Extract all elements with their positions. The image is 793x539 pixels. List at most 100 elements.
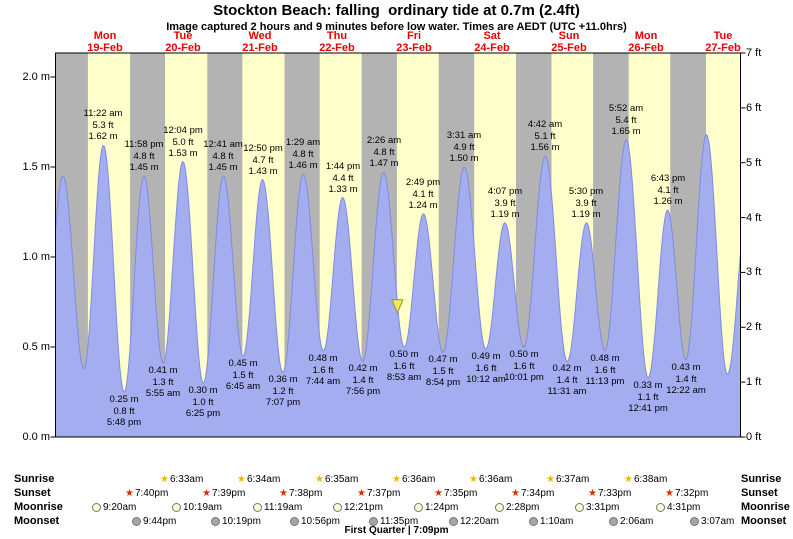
sunset-star-icon: ★ xyxy=(202,487,211,499)
moon-phase-footer: First Quarter | 7:09pm xyxy=(344,525,449,536)
low-tide-label: 0.50 m 1.6 ft 8:53 am xyxy=(372,349,436,384)
tide-label-line: 1.46 m xyxy=(288,160,318,171)
tide-label-line: 1.45 m xyxy=(208,162,238,173)
tide-label-line: 0.8 ft xyxy=(113,405,135,417)
low-tide-label: 0.43 m 1.4 ft 12:22 am xyxy=(654,362,718,397)
day-date: 27-Feb xyxy=(705,42,741,54)
moonset-time: 9:44pm xyxy=(143,516,177,527)
page-subtitle: Image captured 2 hours and 9 minutes bef… xyxy=(166,21,627,33)
y-axis-right-label: 7 ft xyxy=(746,47,762,59)
tide-label-line: 4.1 ft xyxy=(657,184,679,196)
tide-label-line: 11:58 pm xyxy=(124,139,164,150)
sunset-time: 7:35pm xyxy=(443,488,478,499)
astro-row-label-right-moonrise: Moonrise xyxy=(741,501,790,513)
low-tide-label: 0.42 m 1.4 ft 11:31 am xyxy=(535,363,599,398)
high-tide-label: 1:29 am 4.8 ft 1.46 m xyxy=(271,137,335,172)
moonset-circle-icon xyxy=(690,517,699,526)
sunset-entry: ★ 7:37pm xyxy=(357,487,400,500)
tide-label-line: 1.0 ft xyxy=(192,396,214,408)
sunrise-time: 6:38am xyxy=(633,474,668,485)
tide-label-line: 6:25 pm xyxy=(185,408,221,419)
day-name: Mon xyxy=(93,30,117,42)
page-title: Stockton Beach: falling ordinary tide at… xyxy=(213,2,580,19)
tide-label-line: 1.33 m xyxy=(328,184,358,195)
tide-label-line: 0.42 m xyxy=(348,363,378,374)
low-tide-label: 0.33 m 1.1 ft 12:41 pm xyxy=(616,380,680,415)
low-tide-label: 0.25 m 0.8 ft 5:48 pm xyxy=(92,394,156,429)
moonset-circle-icon xyxy=(369,517,378,526)
high-tide-label: 12:50 pm 4.7 ft 1.43 m xyxy=(231,143,295,178)
high-tide-label: 5:30 pm 3.9 ft 1.19 m xyxy=(554,186,618,221)
tide-label-line: 2:26 am xyxy=(366,135,402,146)
moonset-circle-icon xyxy=(211,517,220,526)
day-name: Tue xyxy=(173,30,193,42)
day-name: Tue xyxy=(713,30,733,42)
tide-label-line: 4.4 ft xyxy=(332,172,354,184)
sunrise-time: 6:36am xyxy=(478,474,513,485)
moonset-circle-icon xyxy=(609,517,618,526)
sunset-time: 7:33pm xyxy=(597,488,632,499)
sunrise-entry: ★ 6:34am xyxy=(237,473,280,486)
sunrise-time: 6:36am xyxy=(401,474,436,485)
sunrise-entry: ★ 6:37am xyxy=(546,473,589,486)
moonrise-circle-icon xyxy=(172,503,181,512)
y-axis-right-label: 5 ft xyxy=(746,157,762,169)
tide-label-line: 11:22 am xyxy=(83,108,123,119)
day-label: Tue 20-Feb xyxy=(145,30,221,54)
tide-label-line: 0.25 m xyxy=(109,394,139,405)
moonset-circle-icon xyxy=(132,517,141,526)
moonset-entry: 1:10am xyxy=(529,515,573,528)
moonset-circle-icon xyxy=(529,517,538,526)
sunset-star-icon: ★ xyxy=(357,487,366,499)
tide-label-line: 0.30 m xyxy=(188,385,218,396)
moonrise-entry: 2:28pm xyxy=(495,501,539,514)
high-tide-label: 11:58 pm 4.8 ft 1.45 m xyxy=(112,139,176,174)
y-axis-right-label: 0 ft xyxy=(746,431,762,443)
sunset-entry: ★ 7:35pm xyxy=(434,487,477,500)
tide-label-line: 0.41 m xyxy=(148,365,178,376)
tide-label-line: 1.45 m xyxy=(129,162,159,173)
tide-label-line: 4.8 ft xyxy=(133,150,155,162)
tide-label-line: 5.3 ft xyxy=(92,119,114,131)
moonrise-time: 10:19am xyxy=(183,502,222,513)
moonrise-time: 12:21pm xyxy=(344,502,383,513)
tide-label-line: 1.6 ft xyxy=(312,364,334,376)
tide-label-line: 12:04 pm xyxy=(163,125,203,136)
y-axis-left-label: 0.0 m xyxy=(22,431,50,443)
moonrise-entry: 9:20am xyxy=(92,501,136,514)
tide-label-line: 1.24 m xyxy=(408,200,438,211)
tide-label-line: 3.9 ft xyxy=(494,197,516,209)
tide-label-line: 1.53 m xyxy=(168,148,198,159)
moonset-time: 10:56pm xyxy=(301,516,340,527)
tide-label-line: 1.5 ft xyxy=(432,365,454,377)
astro-row-label-right-moonset: Moonset xyxy=(741,515,787,527)
tide-label-line: 1.2 ft xyxy=(272,385,294,397)
moonrise-time: 9:20am xyxy=(103,502,137,513)
tide-label-line: 1.5 ft xyxy=(232,369,254,381)
day-label: Thu 22-Feb xyxy=(299,30,375,54)
y-axis-right-label: 1 ft xyxy=(746,376,762,388)
tide-label-line: 3:31 am xyxy=(446,130,482,141)
sunset-entry: ★ 7:38pm xyxy=(279,487,322,500)
sunset-time: 7:40pm xyxy=(134,488,169,499)
sunrise-time: 6:33am xyxy=(169,474,204,485)
sunset-entry: ★ 7:40pm xyxy=(125,487,168,500)
low-tide-label: 0.47 m 1.5 ft 8:54 pm xyxy=(411,354,475,389)
low-tide-label: 0.48 m 1.6 ft 7:44 am xyxy=(291,353,355,388)
tide-label-line: 4.9 ft xyxy=(453,141,475,153)
sunrise-entry: ★ 6:35am xyxy=(315,473,358,486)
tide-label-line: 12:22 am xyxy=(666,385,706,396)
moonset-entry: 10:19pm xyxy=(211,515,261,528)
tide-label-line: 1.65 m xyxy=(611,126,641,137)
high-tide-label: 12:04 pm 5.0 ft 1.53 m xyxy=(151,125,215,160)
high-tide-label: 12:41 am 4.8 ft 1.45 m xyxy=(191,139,255,174)
sunrise-entry: ★ 6:36am xyxy=(392,473,435,486)
sunset-entry: ★ 7:32pm xyxy=(665,487,708,500)
day-name: Wed xyxy=(248,30,272,42)
tide-label-line: 7:44 am xyxy=(305,376,341,387)
tide-label-line: 7:07 pm xyxy=(265,397,301,408)
astro-row-label-left-moonrise: Moonrise xyxy=(14,501,63,513)
astro-row-label-left-sunset: Sunset xyxy=(14,487,51,499)
tide-label-line: 1.4 ft xyxy=(675,373,697,385)
